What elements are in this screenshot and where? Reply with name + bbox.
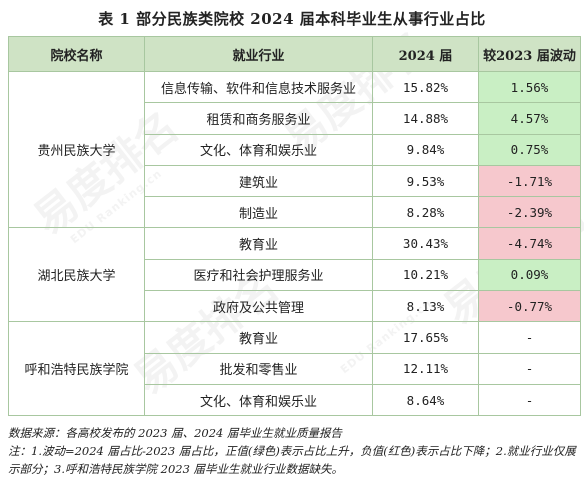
change-cell: -4.74%: [478, 227, 581, 260]
industry-cell: 教育业: [144, 321, 373, 354]
table-row: 批发和零售业 12.11% -: [9, 352, 581, 385]
change-cell: 4.57%: [478, 102, 581, 135]
share-cell: 17.65%: [372, 321, 479, 354]
industry-cell: 建筑业: [144, 164, 373, 198]
change-cell: 1.56%: [478, 70, 581, 104]
table-row: 制造业 8.28% -2.39%: [9, 196, 581, 229]
share-cell: 8.13%: [372, 290, 479, 323]
change-cell: -: [478, 321, 581, 354]
change-cell: -: [478, 352, 581, 385]
industry-cell: 医疗和社会护理服务业: [144, 258, 373, 292]
share-cell: 30.43%: [372, 227, 479, 260]
table-row: 文化、体育和娱乐业 8.64% -: [9, 383, 581, 417]
school-name: 贵州民族大学: [8, 70, 145, 229]
industry-table: 院校名称 就业行业 2024 届 较2023 届波动 贵州民族大学 信息传输、软件…: [8, 36, 581, 417]
industry-cell: 信息传输、软件和信息技术服务业: [144, 70, 373, 104]
share-cell: 8.64%: [372, 383, 479, 417]
industry-cell: 教育业: [144, 227, 373, 260]
change-cell: -0.77%: [478, 290, 581, 323]
header-row: 院校名称 就业行业 2024 届 较2023 届波动: [8, 36, 581, 72]
table-title: 表 1 部分民族类院校 2024 届本科毕业生从事行业占比: [98, 10, 486, 28]
school-name: 湖北民族大学: [8, 227, 145, 323]
change-cell: -1.71%: [478, 164, 581, 198]
industry-cell: 政府及公共管理: [144, 290, 373, 323]
table-row: 文化、体育和娱乐业 9.84% 0.75%: [9, 133, 581, 166]
share-cell: 8.28%: [372, 196, 479, 229]
table-row: 呼和浩特民族学院 教育业 17.65% -: [8, 321, 581, 417]
table-row: 医疗和社会护理服务业 10.21% 0.09%: [9, 258, 581, 292]
header-2024: 2024 届: [372, 36, 479, 72]
industry-cell: 文化、体育和娱乐业: [144, 133, 373, 166]
industry-cell: 制造业: [144, 196, 373, 229]
table-row: 湖北民族大学 教育业 30.43% -4.74%: [8, 227, 581, 323]
table-row: 贵州民族大学 信息传输、软件和信息技术服务业 15.82% 1.56%: [8, 70, 581, 229]
table-row: 政府及公共管理 8.13% -0.77%: [9, 290, 581, 323]
share-cell: 9.84%: [372, 133, 479, 166]
share-cell: 15.82%: [372, 70, 479, 104]
change-cell: 0.09%: [478, 258, 581, 292]
header-change: 较2023 届波动: [478, 36, 581, 72]
industry-cell: 租赁和商务服务业: [144, 102, 373, 135]
footnote: 注：1.波动=2024 届占比-2023 届占比，正值(绿色)表示占比上升，负值…: [8, 444, 576, 476]
share-cell: 9.53%: [372, 164, 479, 198]
industry-cell: 批发和零售业: [144, 352, 373, 385]
header-industry: 就业行业: [144, 36, 373, 72]
share-cell: 12.11%: [372, 352, 479, 385]
change-cell: -2.39%: [478, 196, 581, 229]
table-row: 建筑业 9.53% -1.71%: [9, 164, 581, 198]
data-source: 数据来源：各高校发布的 2023 届、2024 届毕业生就业质量报告: [8, 426, 342, 440]
table-row: 租赁和商务服务业 14.88% 4.57%: [9, 102, 581, 135]
header-school: 院校名称: [8, 36, 145, 72]
share-cell: 10.21%: [372, 258, 479, 292]
share-cell: 14.88%: [372, 102, 479, 135]
change-cell: 0.75%: [478, 133, 581, 166]
notes: 数据来源：各高校发布的 2023 届、2024 届毕业生就业质量报告 注：1.波…: [8, 424, 580, 478]
school-name: 呼和浩特民族学院: [8, 321, 145, 417]
change-cell: -: [478, 383, 581, 417]
industry-cell: 文化、体育和娱乐业: [144, 383, 373, 417]
